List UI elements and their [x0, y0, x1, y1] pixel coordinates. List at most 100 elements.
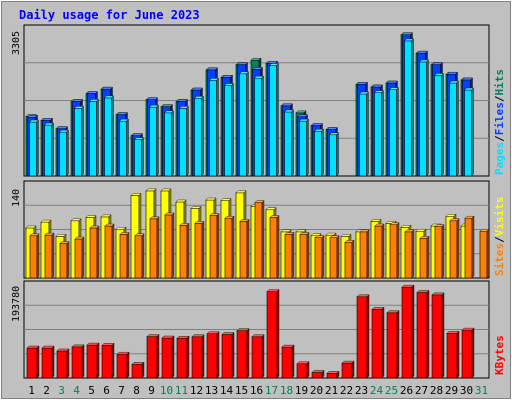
bar-sites-day-28-face [434, 226, 443, 279]
bar-kbytes-day-4 [71, 344, 85, 379]
bar-kbytes-day-12 [191, 334, 205, 379]
bar-pages-day-26-side [411, 38, 414, 177]
bar-pages-day-24 [374, 90, 384, 177]
bar-kbytes-day-4-side [81, 344, 85, 379]
bar-kbytes-day-22 [341, 360, 355, 379]
bar-sites-day-4-face [74, 238, 83, 279]
bar-sites-day-10-face [164, 214, 173, 279]
bar-sites-day-24 [374, 223, 385, 279]
bar-sites-day-19-side [306, 231, 310, 279]
bar-pages-day-29-face [449, 82, 457, 177]
bar-kbytes-day-30-face [461, 329, 473, 379]
bar-sites-day-17-side [276, 215, 280, 279]
bar-sites-day-20-side [321, 235, 325, 279]
bar-sites-day-12-face [194, 223, 203, 279]
bar-sites-day-3-side [66, 241, 70, 279]
bar-sites-day-4 [74, 236, 85, 279]
bar-pages-day-14-side [231, 83, 234, 177]
bar-kbytes-day-3-face [56, 350, 68, 379]
x-tick-label-day-4: 4 [73, 384, 80, 397]
bar-sites-day-17-face [269, 217, 278, 279]
bar-sites-day-26 [404, 229, 415, 279]
bar-kbytes-day-3 [56, 348, 70, 379]
bar-sites-day-3 [59, 241, 70, 279]
bar-pages-day-24-side [381, 90, 384, 177]
x-tick-label-day-11: 11 [175, 384, 188, 397]
bar-kbytes-day-1-side [36, 345, 40, 379]
x-tick-label-day-10: 10 [160, 384, 173, 397]
bar-pages-day-8-face [134, 139, 142, 177]
x-tick-label-day-28: 28 [430, 384, 443, 397]
bar-sites-day-11-face [179, 225, 188, 279]
bar-pages-day-14 [224, 83, 234, 177]
bar-kbytes-day-12-face [191, 336, 203, 379]
bar-sites-day-1 [29, 233, 40, 279]
x-tick-label-day-22: 22 [340, 384, 353, 397]
bar-sites-day-21-face [329, 237, 338, 279]
bar-kbytes-day-2-side [51, 345, 55, 379]
bar-kbytes-day-12-side [201, 334, 205, 379]
bar-pages-day-11 [179, 105, 189, 177]
bar-sites-day-26-side [411, 229, 415, 279]
x-tick-label-day-5: 5 [88, 384, 95, 397]
x-tick-label-day-6: 6 [103, 384, 110, 397]
bar-pages-day-19-side [306, 118, 309, 177]
bar-kbytes-day-21-face [326, 373, 338, 379]
bar-kbytes-day-28-face [431, 294, 443, 379]
x-tick-label-day-16: 16 [250, 384, 263, 397]
bar-pages-day-17-face [269, 65, 277, 177]
bar-kbytes-day-26-face [401, 286, 413, 379]
bar-pages-day-4 [74, 105, 84, 177]
bar-pages-day-27 [419, 59, 429, 177]
right-legend-bottom: KBytes [493, 335, 506, 375]
bar-kbytes-day-24-face [371, 309, 383, 379]
bar-pages-day-1 [29, 119, 39, 177]
bar-kbytes-day-23-side [366, 294, 370, 379]
bar-kbytes-day-10-side [171, 335, 175, 379]
bar-kbytes-day-14-side [231, 332, 235, 379]
bar-kbytes-day-15 [236, 328, 250, 379]
bar-kbytes-day-27 [416, 290, 430, 379]
bar-kbytes-day-19-face [296, 363, 308, 379]
bar-pages-day-5-face [89, 101, 97, 177]
bar-pages-day-3-side [66, 129, 69, 177]
bar-pages-day-16 [254, 75, 264, 177]
bar-sites-day-28-side [441, 224, 445, 279]
bar-kbytes-day-15-side [246, 328, 250, 379]
bar-pages-day-6 [104, 95, 114, 177]
bar-sites-day-13-face [209, 215, 218, 279]
bar-pages-day-15-face [239, 73, 247, 177]
bar-sites-day-31 [479, 228, 490, 279]
bar-kbytes-day-17-side [276, 289, 280, 379]
bar-kbytes-day-10-face [161, 337, 173, 379]
bar-pages-day-3 [59, 129, 69, 177]
bar-kbytes-day-18-side [291, 344, 295, 379]
bar-kbytes-day-16-side [261, 334, 265, 379]
bar-pages-day-11-side [186, 105, 189, 177]
bar-sites-day-16-face [254, 202, 263, 279]
bar-sites-day-24-face [374, 225, 383, 279]
legend-sep-3: / [493, 236, 506, 243]
bar-pages-day-10 [164, 110, 174, 177]
bar-kbytes-day-23-face [356, 296, 368, 379]
bar-sites-day-22 [344, 239, 355, 279]
bar-kbytes-day-25-side [396, 310, 400, 379]
chart-title: Daily usage for June 2023 [19, 8, 200, 22]
x-tick-label-day-8: 8 [133, 384, 140, 397]
bar-kbytes-day-6-face [101, 345, 113, 379]
bar-sites-day-27 [419, 235, 430, 279]
bar-sites-day-30-side [471, 215, 475, 279]
bar-pages-day-27-side [426, 59, 429, 177]
bar-pages-day-26-face [404, 40, 412, 177]
x-tick-label-day-15: 15 [235, 384, 248, 397]
bar-kbytes-day-18 [281, 344, 295, 379]
bar-sites-day-18-side [291, 231, 295, 279]
legend-visits: Visits [493, 197, 506, 237]
bar-kbytes-day-20 [311, 369, 325, 379]
panel-visits-sites [23, 180, 490, 279]
y-max-label-middle: 140 [11, 189, 22, 207]
bar-pages-day-19 [299, 118, 309, 177]
panel-kbytes-bars [26, 284, 475, 379]
bar-kbytes-day-17 [266, 289, 280, 379]
